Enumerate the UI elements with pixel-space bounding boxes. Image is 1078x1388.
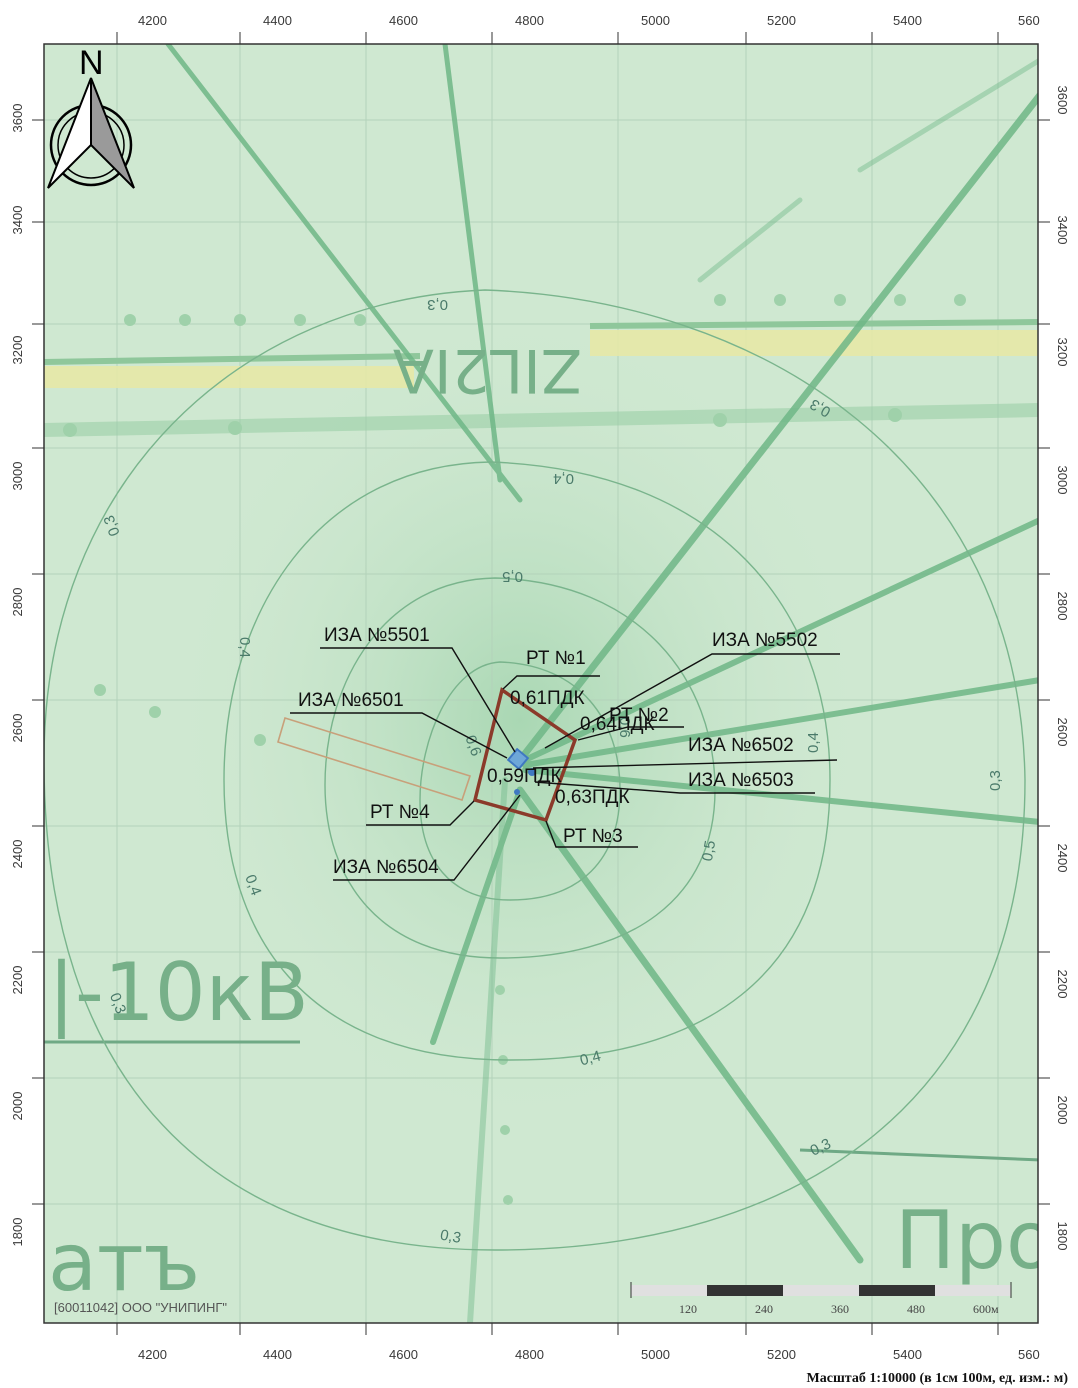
x-tick-label: 4400 [263,1347,292,1362]
x-tick-label: 5200 [767,13,796,28]
y-tick-label: 3600 [1055,86,1070,115]
x-tick-label: 4800 [515,1347,544,1362]
iso-label: 0,3 [439,1227,462,1247]
label-iza-6503: ИЗА №6503 [688,770,794,791]
y-tick-label: 3000 [10,462,25,491]
iso-label: 0,4 [805,732,822,753]
coordinate-grid [44,44,1038,1323]
y-tick-label: 2600 [1055,718,1070,747]
x-tick-label: 4600 [389,1347,418,1362]
site-boundary [472,687,578,823]
value-rt-3: 0,63ПДК [555,787,630,808]
scale-label: 480 [907,1302,925,1316]
y-tick-label: 2800 [10,588,25,617]
label-iza-6501: ИЗА №6501 [298,690,404,711]
plume-rays [165,44,1038,1323]
iso-label: 0,3 [106,991,129,1016]
emission-source-marker [514,789,520,795]
north-label: N [79,44,104,82]
iso-label: 0,4 [236,637,253,658]
y-tick-label: 1800 [1055,1222,1070,1251]
label-iza-6504: ИЗА №6504 [333,857,439,878]
x-axis-top: 4200 4400 4600 4800 5000 5200 5400 560 [138,13,1040,28]
iso-label: 0,5 [699,839,719,862]
value-rt-2: 0,64ПДК [580,714,655,735]
y-tick-label: 2600 [10,714,25,743]
label-iza-6502: ИЗА №6502 [688,735,794,756]
x-tick-label: 5000 [641,13,670,28]
organization-label: [60011042] ООО "УНИПИНГ" [54,1300,227,1315]
emission-source-marker [528,768,536,776]
label-iza-5502: ИЗА №5502 [712,630,818,651]
y-tick-label: 3200 [1055,338,1070,367]
y-tick-label: 2200 [1055,970,1070,999]
x-tick-label: 560 [1018,1347,1040,1362]
iso-label: 0,4 [241,872,264,897]
y-axis-left: 3600 3400 3200 3000 2800 2600 2400 2200 … [10,104,25,1247]
iso-label: 0,6 [462,733,485,758]
north-arrow: N [47,44,135,189]
y-tick-label: 2200 [10,966,25,995]
y-tick-label: 2000 [1055,1096,1070,1125]
value-rt-4: 0,59ПДК [487,766,562,787]
y-tick-label: 2400 [1055,844,1070,873]
label-rt-3: РТ №3 [563,826,623,847]
scale-label: 120 [679,1302,697,1316]
label-rt-1: РТ №1 [526,648,586,669]
y-tick-label: 3200 [10,336,25,365]
x-tick-label: 4800 [515,13,544,28]
y-tick-label: 3000 [1055,466,1070,495]
x-tick-label: 4400 [263,13,292,28]
base-dots [63,294,966,1205]
x-tick-label: 560 [1018,13,1040,28]
iso-label: 0,3 [987,770,1004,791]
emission-source-marker [506,747,530,771]
x-tick-label: 4600 [389,13,418,28]
x-axis-bottom: 4200 4400 4600 4800 5000 5200 5400 560 [138,1347,1040,1362]
base-road [44,319,1038,437]
x-tick-label: 5000 [641,1347,670,1362]
iso-label: 0,4 [553,470,574,487]
scale-label: 360 [831,1302,849,1316]
isolines [44,289,1026,1251]
background-road-text: ZIL2IA [393,335,582,405]
iso-label: 0,3 [101,513,124,538]
y-tick-label: 2800 [1055,592,1070,621]
label-iza-5501: ИЗА №5501 [324,625,430,646]
x-tick-label: 4200 [138,13,167,28]
y-tick-label: 2000 [10,1092,25,1121]
leader-lines [290,647,840,881]
label-rt-2: РТ №2 [609,705,669,726]
iso-label: 0,5 [502,568,523,585]
y-tick-label: 2400 [10,840,25,869]
label-rt-4: РТ №4 [370,802,430,823]
background-left-text: атъ [48,1216,200,1309]
x-tick-label: 5400 [893,1347,922,1362]
y-tick-label: 3400 [10,206,25,235]
map-frame [43,43,1039,1324]
y-axis-right: 3600 3400 3200 3000 2800 2600 2400 2200 … [1055,86,1070,1251]
x-tick-label: 5400 [893,13,922,28]
y-tick-label: 3600 [10,104,25,133]
y-tick-label: 3400 [1055,216,1070,245]
scale-label: 240 [755,1302,773,1316]
scale-label: 600м [973,1302,999,1316]
frame-ticks [32,32,1050,1335]
iso-label: 0,3 [427,296,448,313]
y-tick-label: 1800 [10,1218,25,1247]
x-tick-label: 5200 [767,1347,796,1362]
background-right-text: Прое [895,1194,1078,1287]
value-rt-1: 0,61ПДК [510,688,585,709]
scale-bar: 120 240 360 480 600м [630,1282,1012,1316]
x-tick-label: 4200 [138,1347,167,1362]
iso-label: 0,4 [578,1048,603,1070]
scale-caption: Масштаб 1:10000 (в 1см 100м, ед. изм.: м… [807,1371,1069,1386]
background-power-text: |-10кВ [48,946,309,1040]
